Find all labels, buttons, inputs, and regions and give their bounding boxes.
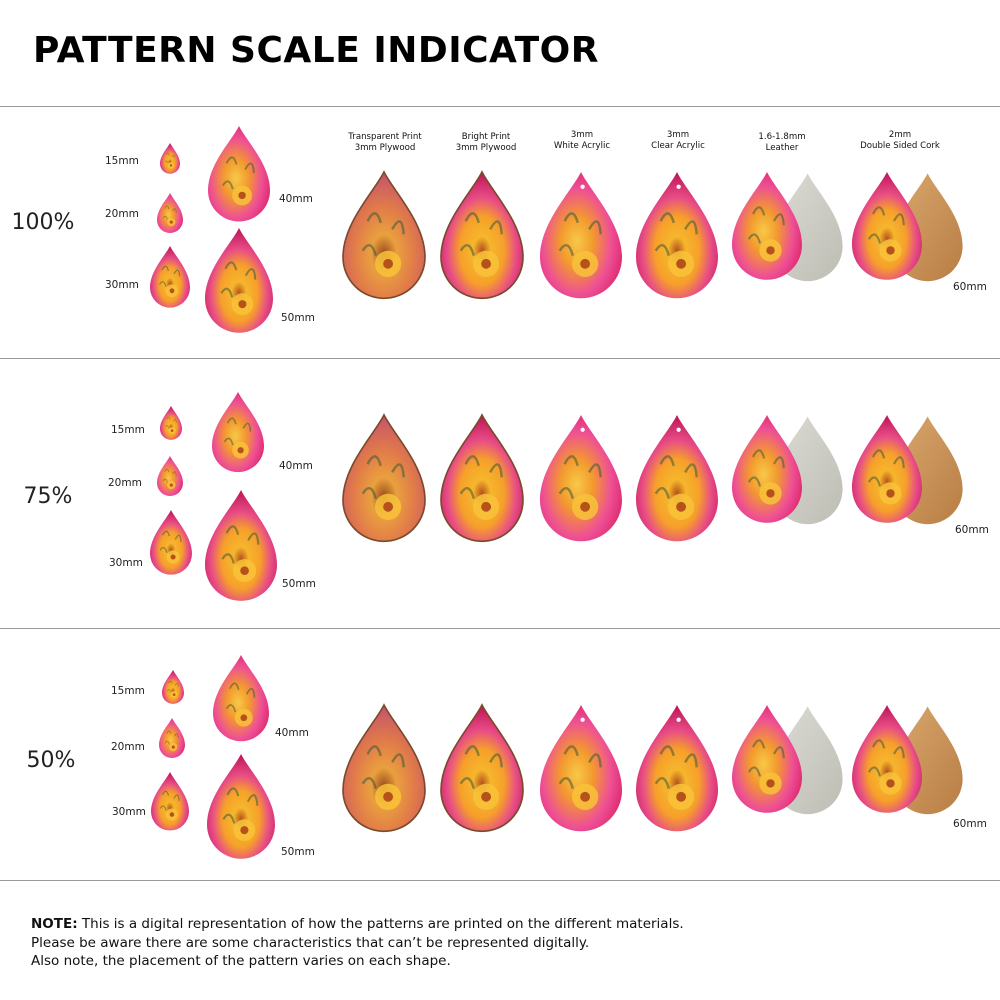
- material-sample-clear-acrylic: [636, 172, 718, 299]
- material-sample-leather: [732, 415, 843, 525]
- divider: [0, 106, 1000, 107]
- pattern-sample-3-4: [213, 655, 269, 742]
- material-header-white-acrylic: 3mm White Acrylic: [553, 130, 611, 151]
- material-sample-cork: [852, 172, 963, 282]
- pattern-sample-3-2: [159, 718, 185, 759]
- note-line-3: Also note, the placement of the pattern …: [31, 953, 451, 969]
- divider: [0, 358, 1000, 359]
- size-label-60mm: 60mm: [953, 818, 987, 830]
- note-label: NOTE:: [31, 916, 78, 932]
- note-line-2: Please be aware there are some character…: [31, 934, 590, 951]
- pattern-sample-1-3: [150, 246, 190, 308]
- size-label-15mm: 15mm: [111, 424, 145, 436]
- material-sample-plywood-bright: [440, 703, 524, 833]
- size-label-20mm: 20mm: [108, 477, 142, 489]
- material-header-leather: 1.6-1.8mm Leather: [758, 132, 806, 153]
- pattern-sample-2-1: [160, 406, 182, 440]
- material-header-cork: 2mm Double Sided Cork: [860, 130, 940, 151]
- material-sample-plywood-transparent: [342, 703, 426, 833]
- footer-note: NOTE: This is a digital representation o…: [31, 915, 684, 971]
- size-label-15mm: 15mm: [105, 155, 139, 167]
- pattern-sample-1-4: [208, 126, 270, 222]
- size-label-40mm: 40mm: [279, 460, 313, 472]
- material-sample-plywood-transparent: [342, 413, 426, 543]
- material-sample-white-acrylic: [540, 415, 622, 542]
- scale-label-100: 100%: [11, 210, 75, 235]
- size-label-30mm: 30mm: [112, 806, 146, 818]
- size-label-50mm: 50mm: [281, 312, 315, 324]
- material-sample-plywood-transparent: [342, 170, 426, 300]
- material-sample-cork: [852, 415, 963, 525]
- material-sample-leather: [732, 705, 843, 815]
- material-header-clear-acrylic: 3mm Clear Acrylic: [651, 130, 705, 151]
- size-label-60mm: 60mm: [955, 524, 989, 536]
- pattern-sample-3-3: [151, 772, 189, 831]
- material-header-plywood-transparent: Transparent Print 3mm Plywood: [348, 132, 422, 153]
- size-label-30mm: 30mm: [109, 557, 143, 569]
- size-label-60mm: 60mm: [953, 281, 987, 293]
- size-label-50mm: 50mm: [282, 578, 316, 590]
- pattern-sample-2-2: [157, 456, 183, 497]
- pattern-sample-1-2: [157, 193, 183, 234]
- divider: [0, 880, 1000, 881]
- pattern-sample-3-5: [207, 754, 275, 859]
- note-line-1: NOTE: This is a digital representation o…: [31, 916, 684, 932]
- scale-label-75: 75%: [23, 484, 73, 509]
- size-label-40mm: 40mm: [275, 727, 309, 739]
- material-sample-white-acrylic: [540, 172, 622, 299]
- scale-label-50: 50%: [26, 748, 76, 773]
- pattern-sample-3-1: [162, 670, 184, 704]
- pattern-sample-2-5: [205, 490, 277, 601]
- material-sample-clear-acrylic: [636, 415, 718, 542]
- size-label-40mm: 40mm: [279, 193, 313, 205]
- size-label-15mm: 15mm: [111, 685, 145, 697]
- material-sample-clear-acrylic: [636, 705, 718, 832]
- size-label-30mm: 30mm: [105, 279, 139, 291]
- pattern-sample-2-4: [212, 392, 264, 473]
- pattern-sample-1-1: [160, 143, 180, 174]
- page-title: PATTERN SCALE INDICATOR: [33, 30, 600, 71]
- material-sample-leather: [732, 172, 843, 282]
- material-sample-cork: [852, 705, 963, 815]
- size-label-20mm: 20mm: [105, 208, 139, 220]
- material-header-plywood-bright: Bright Print 3mm Plywood: [455, 132, 517, 153]
- material-sample-white-acrylic: [540, 705, 622, 832]
- material-sample-plywood-bright: [440, 170, 524, 300]
- divider: [0, 628, 1000, 629]
- pattern-sample-2-3: [150, 510, 192, 575]
- size-label-50mm: 50mm: [281, 846, 315, 858]
- material-sample-plywood-bright: [440, 413, 524, 543]
- pattern-sample-1-5: [205, 228, 273, 333]
- size-label-20mm: 20mm: [111, 741, 145, 753]
